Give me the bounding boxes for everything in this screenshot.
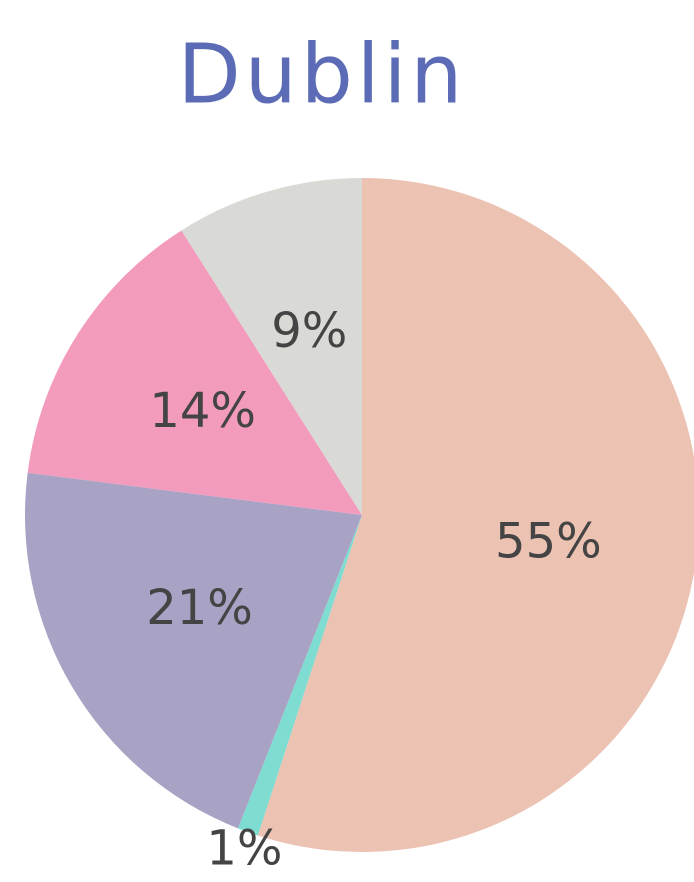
- data-label: 14%: [149, 383, 256, 439]
- data-label: 9%: [271, 303, 347, 359]
- pie-slice: [257, 178, 694, 852]
- data-label: 1%: [206, 821, 282, 877]
- pie-slice: [24, 472, 362, 829]
- data-label: 55%: [495, 514, 602, 570]
- chart-title: Dublin: [178, 27, 467, 122]
- data-label: 21%: [146, 580, 253, 636]
- pie-slice: [181, 178, 362, 515]
- pie-slice: [237, 515, 362, 836]
- pie-slice: [27, 230, 362, 515]
